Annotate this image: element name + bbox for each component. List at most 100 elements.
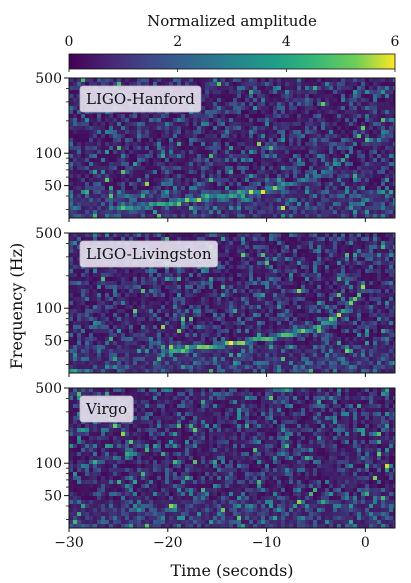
heatmap-cell	[225, 277, 229, 281]
heatmap-cell	[393, 190, 395, 194]
heatmap-cell	[185, 210, 189, 214]
heatmap-cell	[377, 233, 381, 237]
heatmap-cell	[297, 285, 301, 289]
heatmap-cell	[169, 162, 173, 166]
heatmap-cell	[181, 321, 185, 325]
heatmap-cell	[289, 257, 293, 261]
heatmap-cell	[73, 86, 77, 90]
heatmap-cell	[393, 102, 395, 106]
heatmap-cell	[361, 269, 365, 273]
heatmap-cell	[317, 214, 321, 218]
heatmap-cell	[249, 94, 253, 98]
heatmap-cell	[117, 214, 121, 218]
heatmap-cell	[197, 178, 201, 182]
heatmap-cell	[337, 174, 341, 178]
heatmap-cell	[81, 134, 85, 138]
heatmap-cell	[81, 293, 85, 297]
heatmap-cell	[189, 297, 193, 301]
heatmap-cell	[333, 158, 337, 162]
heatmap-cell	[377, 150, 381, 154]
heatmap-cell	[389, 106, 393, 110]
heatmap-cell	[109, 178, 113, 182]
heatmap-cell	[349, 257, 353, 261]
heatmap-cell	[389, 98, 393, 102]
heatmap-cell	[257, 134, 261, 138]
heatmap-cell	[289, 90, 293, 94]
heatmap-cell	[253, 289, 257, 293]
heatmap-cell	[197, 194, 201, 198]
heatmap-cell	[357, 118, 361, 122]
heatmap-cell	[229, 194, 233, 198]
heatmap-cell	[141, 277, 145, 281]
heatmap-cell	[153, 186, 157, 190]
heatmap-cell	[369, 162, 373, 166]
heatmap-cell	[81, 182, 85, 186]
heatmap-cell	[277, 162, 281, 166]
heatmap-cell	[77, 142, 81, 146]
heatmap-cell	[93, 134, 97, 138]
heatmap-cell	[321, 146, 325, 150]
heatmap-cell	[193, 78, 197, 82]
heatmap-cell	[253, 285, 257, 289]
heatmap-cell	[349, 210, 353, 214]
heatmap-cell	[257, 174, 261, 178]
heatmap-cell	[273, 293, 277, 297]
heatmap-cell	[101, 138, 105, 142]
heatmap-cell	[177, 126, 181, 130]
heatmap-cell	[161, 78, 165, 82]
heatmap-cell	[217, 186, 221, 190]
heatmap-cell	[77, 206, 81, 210]
heatmap-cell	[181, 293, 185, 297]
heatmap-cell	[281, 237, 285, 241]
heatmap-cell	[277, 126, 281, 130]
heatmap-cell	[373, 325, 377, 329]
heatmap-cell	[313, 277, 317, 281]
heatmap-cell	[341, 265, 345, 269]
heatmap-cell	[353, 265, 357, 269]
heatmap-cell	[145, 198, 149, 202]
heatmap-cell	[77, 253, 81, 257]
heatmap-cell	[249, 146, 253, 150]
heatmap-cell	[149, 210, 153, 214]
heatmap-cell	[265, 269, 269, 273]
heatmap-cell	[69, 281, 73, 285]
heatmap-cell	[153, 198, 157, 202]
heatmap-cell	[217, 253, 221, 257]
heatmap-cell	[253, 110, 257, 114]
heatmap-cell	[125, 206, 129, 210]
heatmap-cell	[349, 146, 353, 150]
heatmap-cell	[109, 233, 113, 237]
heatmap-cell	[289, 277, 293, 281]
heatmap-cell	[101, 194, 105, 198]
heatmap-cell	[317, 134, 321, 138]
heatmap-cell	[241, 210, 245, 214]
heatmap-cell	[97, 329, 101, 333]
heatmap-cell	[369, 293, 373, 297]
heatmap-cell	[193, 162, 197, 166]
heatmap-cell	[373, 321, 377, 325]
heatmap-cell	[105, 78, 109, 82]
heatmap-cell	[269, 202, 273, 206]
heatmap-cell	[193, 309, 197, 313]
heatmap-cell	[265, 142, 269, 146]
heatmap-cell	[377, 249, 381, 253]
heatmap-cell	[289, 285, 293, 289]
heatmap-cell	[125, 154, 129, 158]
colorbar-tick-label: 4	[282, 34, 291, 50]
heatmap-cell	[189, 305, 193, 309]
heatmap-cell	[373, 329, 377, 333]
heatmap-cell	[257, 182, 261, 186]
heatmap-cell	[341, 313, 345, 317]
heatmap-cell	[221, 114, 225, 118]
heatmap-cell	[117, 198, 121, 202]
heatmap-cell	[201, 146, 205, 150]
heatmap-cell	[201, 134, 205, 138]
heatmap-cell	[321, 170, 325, 174]
heatmap-cell	[201, 162, 205, 166]
heatmap-cell	[113, 309, 117, 313]
heatmap-cell	[229, 178, 233, 182]
heatmap-cell	[257, 138, 261, 142]
heatmap-cell	[369, 214, 373, 218]
heatmap-cell	[393, 237, 395, 241]
heatmap-cell	[317, 329, 321, 333]
